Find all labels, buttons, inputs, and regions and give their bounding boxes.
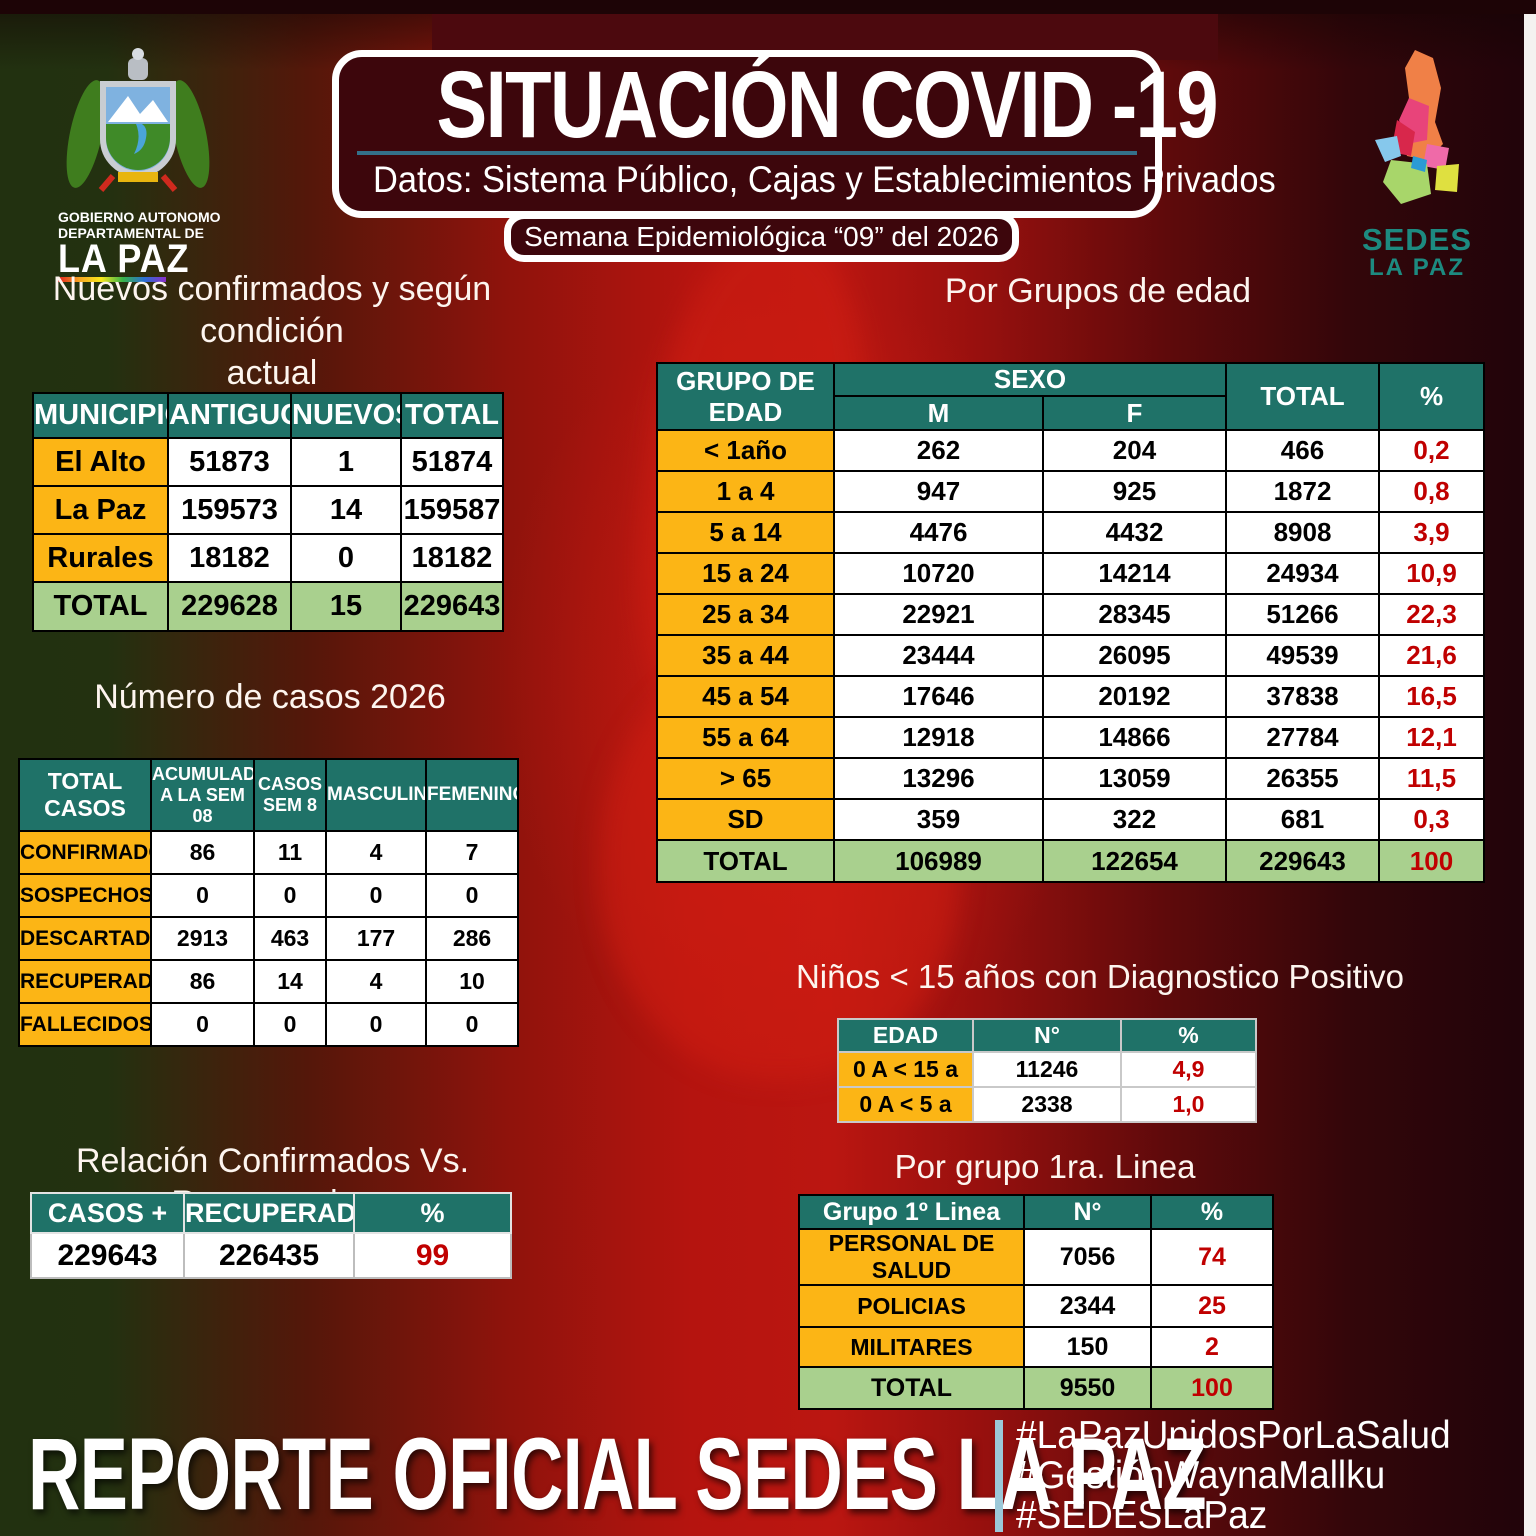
table-row: CONFIRMADOS861147 [18,830,519,875]
hashtag: #GestiónWaynaMallku [1016,1454,1386,1497]
table-row: FALLECIDOS 0 0 0 0 [18,1002,519,1047]
column-header: N° [972,1018,1122,1053]
sedes-logo: SEDES LA PAZ [1352,48,1482,281]
coat-of-arms-icon [66,48,210,192]
table-row: POLICIAS 2344 25 [798,1284,1274,1328]
column-header: NUEVOS [290,392,402,439]
column-header: SEXO [833,362,1227,397]
footer-separator-line [995,1420,1003,1532]
table-row: 0 A < 5 a 2338 1,0 [837,1086,1257,1123]
column-header: MASCULINO [325,758,427,832]
column-header: GRUPO DE EDAD [656,362,835,431]
column-header: % [1120,1018,1257,1053]
table-row: < 1año 262 204 466 0,2 [656,429,1485,472]
casos-section-title: Número de casos 2026 [94,678,446,716]
table-row: El Alto 51873 1 51874 [32,437,504,487]
primera-linea-section-title: Por grupo 1ra. Linea [894,1148,1196,1185]
page-subtitle: Datos: Sistema Público, Cajas y Establec… [372,159,1276,200]
table-row: Rurales 18182 0 18182 [32,533,504,583]
table-row: SD 359 322 681 0,3 [656,798,1485,841]
table-row: PERSONAL DE SALUD 7056 74 [798,1228,1274,1286]
age-groups-table: GRUPO DE EDAD SEXO TOTAL % M F < 1año 262… [656,362,1485,883]
table-row: 1 a 4 947 925 1872 0,8 [656,470,1485,513]
table-row: 25 a 34 22921 28345 51266 22,3 [656,593,1485,636]
row-label: Rurales [32,533,169,583]
hashtag: #SEDESLaPaz [1016,1494,1268,1536]
table-row: 0 A < 15 a 11246 4,9 [837,1051,1257,1088]
column-header: RECUPERADOS [183,1192,355,1234]
table-row: RECUPERADOS8614410 [18,959,519,1004]
column-header: % [1150,1194,1274,1230]
column-header: F [1042,395,1227,431]
header-banner: SITUACIÓN COVID -19 Datos: Sistema Públi… [332,50,1276,218]
page-title: SITUACIÓN COVID -19 [436,52,1219,158]
rainbow-bar [58,277,166,282]
ninos-table: EDAD N° % 0 A < 15 a 11246 4,9 0 A < 5 a… [837,1018,1257,1123]
column-header: Grupo 1º Linea [798,1194,1025,1230]
footer-title: REPORTE OFICIAL SEDES LA PAZ [28,1417,1207,1531]
table-row: 229643 226435 99 [30,1232,512,1279]
table-row: SOSPECHOSOS0000 [18,873,519,918]
epi-week-badge: Semana Epidemiológica “09” del 2026 [504,212,1019,262]
gobierno-text-line2: DEPARTAMENTAL DE [58,225,204,241]
table-row: 35 a 44 23444 26095 49539 21,6 [656,634,1485,677]
primera-linea-table: Grupo 1º Linea N° % PERSONAL DE SALUD 70… [798,1194,1274,1410]
column-header: ANTIGUOS [167,392,292,439]
column-header: EDAD [837,1018,974,1053]
total-row: TOTAL 106989 122654 229643 100 [656,839,1485,883]
column-header: TOTAL [1225,362,1380,431]
table-row: MILITARES 150 2 [798,1326,1274,1368]
row-label: La Paz [32,485,169,535]
total-row: TOTAL 229628 15 229643 [32,581,504,632]
total-row: TOTAL 9550 100 [798,1366,1274,1410]
title-underline [357,151,1137,155]
gobierno-logo: GOBIERNO AUTONOMO DEPARTAMENTAL DE LA PA… [58,44,288,282]
casos-2026-table: TOTAL CASOS ACUMULADO A LA SEM 08 CASOS … [18,758,519,1047]
table-row: 55 a 64 12918 14866 27784 12,1 [656,716,1485,759]
table-row: > 65 13296 13059 26355 11,5 [656,757,1485,800]
municipios-section-title: Nuevos confirmados y según condición act… [52,270,492,392]
top-border-band [0,0,1536,14]
column-header: TOTAL [400,392,504,439]
column-header: % [353,1192,512,1234]
table-row: 5 a 14 4476 4432 8908 3,9 [656,511,1485,554]
table-row: La Paz 159573 14 159587 [32,485,504,535]
column-header: M [833,395,1044,431]
column-header: % [1378,362,1485,431]
footer-hashtags: #LaPazUnidosPorLaSalud #GestiónWaynaMall… [1016,1416,1451,1536]
table-row: 45 a 54 17646 20192 37838 16,5 [656,675,1485,718]
column-header: FEMENINO [425,758,519,832]
sedes-text-line2: LA PAZ [1369,254,1465,281]
sedes-map-icon [1375,50,1459,204]
column-header: N° [1023,1194,1152,1230]
gobierno-lapaz-text: LA PAZ [58,237,190,281]
column-header: CASOS SEM 8 [253,758,327,832]
right-edge-strip [1524,14,1536,1536]
row-label: El Alto [32,437,169,487]
gobierno-text-line1: GOBIERNO AUTONOMO [58,209,221,225]
municipios-table: MUNICIPIO ANTIGUOS NUEVOS TOTAL El Alto … [32,392,504,632]
column-header: ACUMULADO A LA SEM 08 [150,758,255,832]
table-row: DESCARTADOS2913463177286 [18,916,519,961]
sedes-text-line1: SEDES [1361,222,1473,257]
ninos-section-title: Niños < 15 años con Diagnostico Positivo [795,958,1405,995]
column-header: TOTAL CASOS [18,758,152,832]
age-groups-section-title: Por Grupos de edad [944,272,1252,310]
table-row: 15 a 24 10720 14214 24934 10,9 [656,552,1485,595]
column-header: CASOS + [30,1192,185,1234]
relacion-table: CASOS + RECUPERADOS % 229643 226435 99 [30,1192,512,1279]
column-header: MUNICIPIO [32,392,169,439]
hashtag: #LaPazUnidosPorLaSalud [1016,1414,1451,1457]
